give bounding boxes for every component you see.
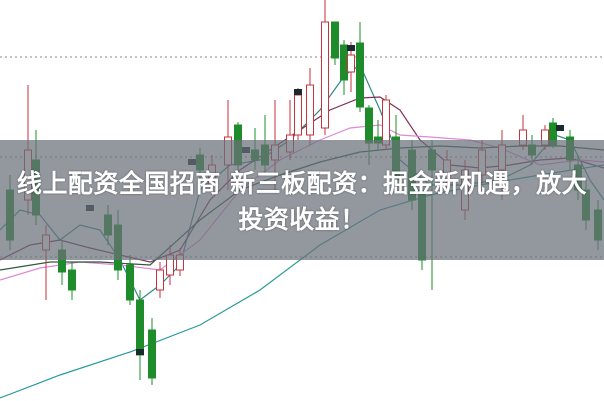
candle-up <box>156 269 164 291</box>
headline-line-1: 线上配资全国招商 新三板配资：掘金新机遇，放大 <box>16 169 588 198</box>
candle-up <box>306 84 314 136</box>
headline-line-2: 投资收益！ <box>238 205 366 234</box>
signal-marker <box>136 349 144 355</box>
candle-up <box>321 21 329 129</box>
candle-down <box>148 329 156 379</box>
signal-marker <box>347 45 355 51</box>
candle-down <box>136 299 144 356</box>
signal-marker <box>556 125 564 131</box>
candle-up <box>382 99 390 146</box>
candle-up <box>294 94 302 136</box>
candle-down <box>68 269 76 291</box>
candle-down <box>126 264 134 301</box>
signal-marker <box>294 89 302 95</box>
headline[interactable]: 线上配资全国招商 新三板配资：掘金新机遇，放大 投资收益！ <box>0 166 604 238</box>
candle-down <box>331 21 339 59</box>
candle-down <box>340 44 348 81</box>
candle-down <box>356 42 364 108</box>
headline-overlay <box>0 140 604 260</box>
candle-down <box>365 107 373 144</box>
candle-up <box>347 54 355 73</box>
